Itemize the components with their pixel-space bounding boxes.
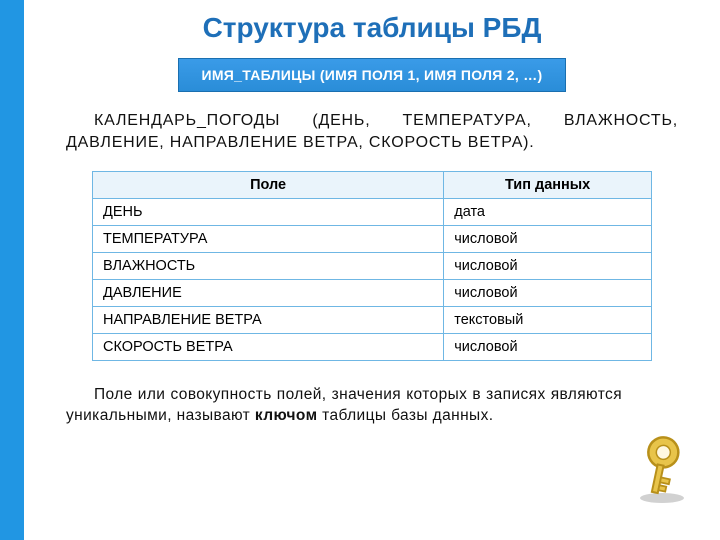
- cell-type: числовой: [444, 280, 652, 307]
- table-row: СКОРОСТЬ ВЕТРА числовой: [93, 334, 652, 361]
- schema-banner: ИМЯ_ТАБЛИЦЫ (ИМЯ ПОЛЯ 1, ИМЯ ПОЛЯ 2, …): [178, 58, 565, 92]
- cell-field: ДАВЛЕНИЕ: [93, 280, 444, 307]
- cell-field: ВЛАЖНОСТЬ: [93, 253, 444, 280]
- note-after: таблицы базы данных.: [317, 407, 493, 424]
- page-title: Структура таблицы РБД: [60, 12, 684, 44]
- slide-content: Структура таблицы РБД ИМЯ_ТАБЛИЦЫ (ИМЯ П…: [24, 0, 720, 427]
- cell-type: числовой: [444, 226, 652, 253]
- cell-field: СКОРОСТЬ ВЕТРА: [93, 334, 444, 361]
- note-bold: ключом: [255, 407, 318, 424]
- fields-table: Поле Тип данных ДЕНЬ дата ТЕМПЕРАТУРА чи…: [92, 171, 652, 361]
- cell-type: дата: [444, 199, 652, 226]
- banner-wrap: ИМЯ_ТАБЛИЦЫ (ИМЯ ПОЛЯ 1, ИМЯ ПОЛЯ 2, …): [60, 58, 684, 92]
- key-note: Поле или совокупность полей, значения ко…: [66, 385, 622, 427]
- cell-type: текстовый: [444, 307, 652, 334]
- example-schema-text: КАЛЕНДАРЬ_ПОГОДЫ (ДЕНЬ, ТЕМПЕРАТУРА, ВЛА…: [66, 110, 678, 153]
- cell-type: числовой: [444, 253, 652, 280]
- cell-field: НАПРАВЛЕНИЕ ВЕТРА: [93, 307, 444, 334]
- col-header-field: Поле: [93, 172, 444, 199]
- col-header-type: Тип данных: [444, 172, 652, 199]
- cell-field: ТЕМПЕРАТУРА: [93, 226, 444, 253]
- accent-stripe: [0, 0, 24, 540]
- table-row: ТЕМПЕРАТУРА числовой: [93, 226, 652, 253]
- table-row: ДЕНЬ дата: [93, 199, 652, 226]
- table-row: ВЛАЖНОСТЬ числовой: [93, 253, 652, 280]
- table-row: ДАВЛЕНИЕ числовой: [93, 280, 652, 307]
- table-row: НАПРАВЛЕНИЕ ВЕТРА текстовый: [93, 307, 652, 334]
- cell-type: числовой: [444, 334, 652, 361]
- cell-field: ДЕНЬ: [93, 199, 444, 226]
- table-header-row: Поле Тип данных: [93, 172, 652, 199]
- key-icon: [630, 432, 690, 504]
